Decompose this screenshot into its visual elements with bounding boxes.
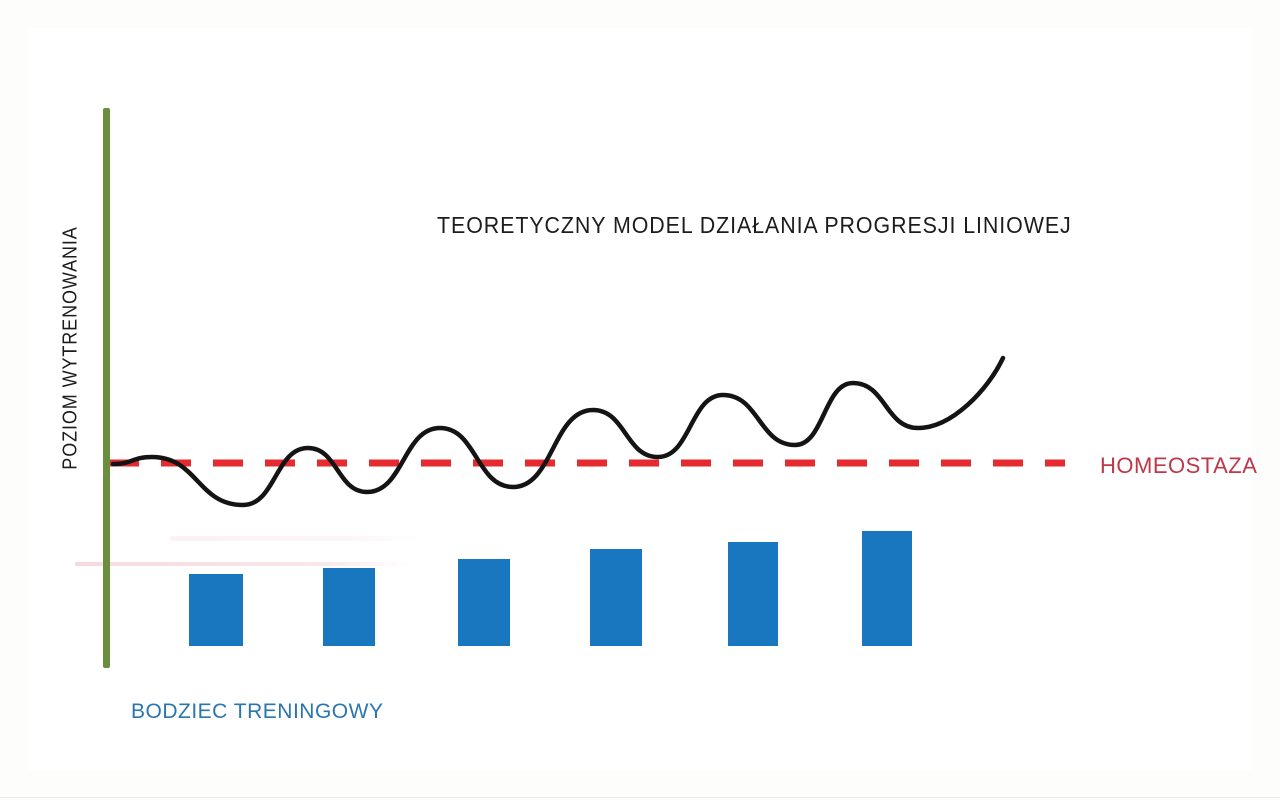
y-axis-line [103, 108, 110, 668]
stimulus-label: BODZIEC TRENINGOWY [131, 700, 384, 723]
stimulus-bar [189, 574, 243, 646]
stimulus-bar [728, 542, 778, 646]
image-bottom-edge [0, 797, 1280, 798]
homeostasis-label: HOMEOSTAZA [1100, 453, 1258, 478]
watermark-artifact-line [75, 562, 410, 566]
stimulus-bar [590, 549, 642, 646]
chart-title: TEORETYCZNY MODEL DZIAŁANIA PROGRESJI LI… [437, 212, 1072, 238]
stimulus-bar [458, 559, 510, 646]
training-level-curve [110, 355, 1006, 508]
stimulus-bar [323, 568, 375, 646]
y-axis-label: POZIOM WYTRENOWANIA [59, 226, 82, 470]
watermark-artifact-line [170, 536, 420, 541]
canvas-panel [28, 28, 1252, 770]
stimulus-bar [862, 531, 912, 646]
